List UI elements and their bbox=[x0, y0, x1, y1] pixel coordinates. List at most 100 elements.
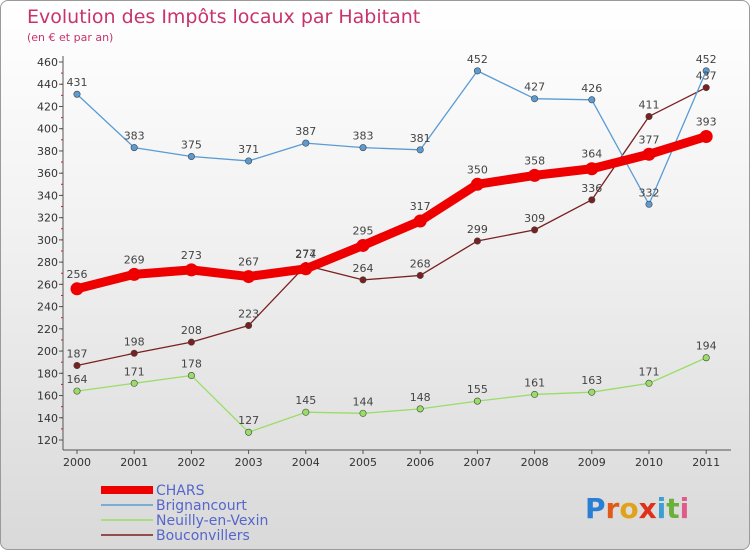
y-tick-label: 440 bbox=[37, 78, 58, 91]
data-point-neuilly-en-vexin bbox=[645, 379, 653, 387]
data-point-chars bbox=[299, 262, 313, 276]
y-tick-label: 120 bbox=[37, 434, 58, 447]
chart-subtitle: (en € et par an) bbox=[27, 31, 113, 44]
logo-letter: i bbox=[657, 492, 667, 525]
legend-label-chars: CHARS bbox=[156, 483, 205, 499]
data-label-bouconvillers: 277 bbox=[295, 247, 316, 260]
data-point-neuilly-en-vexin bbox=[302, 408, 310, 416]
data-point-neuilly-en-vexin bbox=[73, 387, 81, 395]
data-label-chars: 393 bbox=[696, 115, 717, 128]
chart-title: Evolution des Impôts locaux par Habitant bbox=[27, 6, 420, 28]
y-tick-label: 280 bbox=[37, 256, 58, 269]
y-tick-label: 180 bbox=[37, 367, 58, 380]
data-point-neuilly-en-vexin bbox=[359, 409, 367, 417]
data-label-brignancourt: 332 bbox=[639, 186, 660, 199]
data-label-neuilly-en-vexin: 164 bbox=[67, 373, 88, 386]
data-label-bouconvillers: 264 bbox=[353, 262, 374, 275]
y-tick-label: 400 bbox=[37, 123, 58, 136]
data-label-brignancourt: 452 bbox=[467, 53, 488, 66]
data-point-chars bbox=[528, 168, 542, 182]
data-point-bouconvillers bbox=[130, 349, 138, 357]
data-point-brignancourt bbox=[416, 146, 424, 154]
data-point-brignancourt bbox=[245, 157, 253, 165]
data-label-chars: 256 bbox=[67, 268, 88, 281]
data-label-brignancourt: 375 bbox=[181, 139, 202, 152]
data-label-bouconvillers: 268 bbox=[410, 257, 431, 270]
series-line-bouconvillers bbox=[76, 86, 707, 367]
logo-letter: t bbox=[666, 492, 679, 525]
data-label-bouconvillers: 437 bbox=[696, 70, 717, 83]
data-point-brignancourt bbox=[588, 96, 596, 104]
data-point-chars bbox=[699, 129, 713, 143]
x-tick-label: 2002 bbox=[177, 456, 205, 469]
data-point-neuilly-en-vexin bbox=[245, 428, 253, 436]
data-label-chars: 269 bbox=[124, 253, 145, 266]
data-label-brignancourt: 427 bbox=[524, 81, 545, 94]
data-point-brignancourt bbox=[302, 139, 310, 147]
legend-label-bouconvillers: Bouconvillers bbox=[156, 528, 250, 544]
x-tick-label: 2009 bbox=[578, 456, 606, 469]
data-label-chars: 267 bbox=[238, 256, 259, 269]
data-point-chars bbox=[184, 263, 198, 277]
data-point-bouconvillers bbox=[473, 237, 481, 245]
data-label-brignancourt: 371 bbox=[238, 143, 259, 156]
data-label-chars: 377 bbox=[639, 133, 660, 146]
data-point-brignancourt bbox=[702, 67, 710, 75]
data-label-neuilly-en-vexin: 148 bbox=[410, 391, 431, 404]
y-tick-label: 260 bbox=[37, 278, 58, 291]
proxiti-logo: Proxiti bbox=[585, 492, 689, 525]
data-point-bouconvillers bbox=[73, 362, 81, 370]
data-label-neuilly-en-vexin: 161 bbox=[524, 376, 545, 389]
data-point-chars bbox=[242, 270, 256, 284]
data-point-bouconvillers bbox=[245, 321, 253, 329]
data-point-neuilly-en-vexin bbox=[531, 390, 539, 398]
data-point-chars bbox=[642, 147, 656, 161]
y-tick-label: 200 bbox=[37, 345, 58, 358]
data-point-bouconvillers bbox=[359, 276, 367, 284]
y-tick-label: 220 bbox=[37, 323, 58, 336]
y-tick-label: 340 bbox=[37, 189, 58, 202]
y-tick-label: 320 bbox=[37, 212, 58, 225]
data-point-chars bbox=[585, 162, 599, 176]
series-line-brignancourt bbox=[76, 70, 707, 205]
data-point-chars bbox=[356, 238, 370, 252]
logo-letter: x bbox=[639, 492, 657, 525]
data-label-bouconvillers: 309 bbox=[524, 212, 545, 225]
data-point-brignancourt bbox=[645, 200, 653, 208]
data-point-brignancourt bbox=[473, 67, 481, 75]
y-tick-label: 420 bbox=[37, 100, 58, 113]
logo-letter: i bbox=[680, 492, 690, 525]
x-tick-label: 2005 bbox=[349, 456, 377, 469]
data-point-bouconvillers bbox=[531, 226, 539, 234]
data-point-chars bbox=[127, 267, 141, 281]
data-label-neuilly-en-vexin: 163 bbox=[581, 374, 602, 387]
data-label-brignancourt: 381 bbox=[410, 132, 431, 145]
data-point-neuilly-en-vexin bbox=[702, 354, 710, 362]
data-label-brignancourt: 383 bbox=[353, 130, 374, 143]
data-labels: 164 171 178 127 145 144 148 155 161 163 171 194 187 1… bbox=[67, 53, 717, 427]
data-label-bouconvillers: 198 bbox=[124, 335, 145, 348]
data-point-neuilly-en-vexin bbox=[473, 397, 481, 405]
x-tick-label: 2006 bbox=[406, 456, 434, 469]
data-point-bouconvillers bbox=[588, 196, 596, 204]
data-label-bouconvillers: 208 bbox=[181, 324, 202, 337]
data-label-neuilly-en-vexin: 171 bbox=[124, 365, 145, 378]
data-point-bouconvillers bbox=[187, 338, 195, 346]
legend-label-brignancourt: Brignancourt bbox=[156, 498, 247, 514]
x-tick-label: 2003 bbox=[235, 456, 263, 469]
data-point-neuilly-en-vexin bbox=[588, 388, 596, 396]
y-tick-label: 300 bbox=[37, 234, 58, 247]
data-label-bouconvillers: 411 bbox=[639, 98, 660, 111]
data-point-bouconvillers bbox=[645, 112, 653, 120]
data-label-neuilly-en-vexin: 194 bbox=[696, 340, 717, 353]
data-label-bouconvillers: 336 bbox=[581, 182, 602, 195]
data-point-brignancourt bbox=[531, 95, 539, 103]
data-point-brignancourt bbox=[130, 144, 138, 152]
data-label-brignancourt: 431 bbox=[67, 76, 88, 89]
logo-letter: r bbox=[606, 492, 620, 525]
x-tick-label: 2011 bbox=[692, 456, 720, 469]
data-label-brignancourt: 452 bbox=[696, 53, 717, 66]
data-label-bouconvillers: 299 bbox=[467, 223, 488, 236]
data-point-neuilly-en-vexin bbox=[130, 379, 138, 387]
